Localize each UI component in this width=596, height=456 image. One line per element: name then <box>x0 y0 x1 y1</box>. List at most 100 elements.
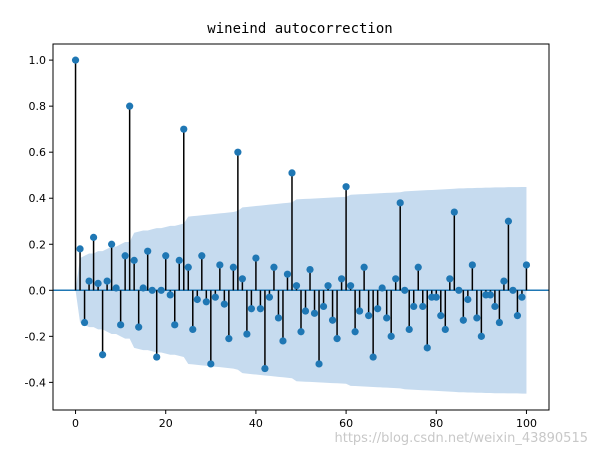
x-tick-label: 80 <box>429 417 443 430</box>
acf-point <box>76 245 84 253</box>
acf-point <box>198 252 206 260</box>
watermark-text: https://blog.csdn.net/weixin_43890515 <box>334 431 588 446</box>
acf-point <box>437 312 445 320</box>
acf-point <box>419 302 427 311</box>
acf-point <box>337 275 346 283</box>
acf-point <box>139 284 147 292</box>
acf-point <box>509 286 517 294</box>
acf-point <box>432 293 440 301</box>
acf-point <box>455 286 463 294</box>
acf-point <box>315 360 323 368</box>
acf-point <box>365 312 373 320</box>
acf-point <box>148 286 156 294</box>
acf-point <box>495 318 503 327</box>
acf-point <box>193 295 201 304</box>
acf-point <box>144 247 152 255</box>
chart-title: wineind autocorrection <box>207 21 392 37</box>
y-tick-label: 0.8 <box>29 100 47 113</box>
acf-point <box>387 332 395 340</box>
acf-point <box>369 353 377 361</box>
acf-point <box>410 302 418 311</box>
acf-point <box>80 318 89 327</box>
acf-point <box>324 282 332 290</box>
acf-point <box>513 312 522 320</box>
acf-point <box>491 302 499 311</box>
acf-point <box>117 321 125 329</box>
acf-point <box>225 335 233 343</box>
acf-point <box>518 293 526 301</box>
acf-point <box>347 282 355 290</box>
acf-point <box>301 307 310 315</box>
acf-point <box>108 240 116 248</box>
y-tick-label: 0.4 <box>29 192 47 205</box>
acf-point <box>288 169 296 177</box>
acf-point <box>180 125 188 133</box>
acf-point <box>171 321 179 329</box>
acf-point <box>189 325 197 334</box>
acf-point <box>265 293 274 301</box>
acf-point <box>243 330 251 338</box>
acf-point <box>184 263 192 271</box>
acf-point <box>342 183 350 191</box>
acf-point <box>202 298 210 306</box>
x-tick-label: 40 <box>249 417 263 430</box>
acf-point <box>279 337 287 345</box>
acf-point <box>130 256 138 264</box>
acf-point <box>71 56 80 64</box>
acf-point <box>360 263 368 271</box>
acf-point <box>464 295 472 304</box>
y-tick-label: 0.6 <box>29 146 47 159</box>
acf-point <box>94 279 102 287</box>
acf-point <box>328 316 337 324</box>
acf-point <box>306 265 314 274</box>
acf-point <box>162 252 170 260</box>
acf-point <box>405 325 413 334</box>
acf-point <box>459 316 467 324</box>
acf-point <box>283 270 292 278</box>
y-tick-label: -0.2 <box>25 330 46 343</box>
acf-point <box>270 263 278 271</box>
acf-point <box>121 252 129 260</box>
acf-point <box>99 351 107 359</box>
acf-point <box>126 102 134 110</box>
acf-point <box>310 309 319 317</box>
x-tick-label: 20 <box>159 417 173 430</box>
acf-point <box>396 199 404 207</box>
x-tick-label: 60 <box>339 417 353 430</box>
acf-point <box>378 284 386 292</box>
acf-point <box>522 261 531 269</box>
acf-point <box>473 314 481 322</box>
acf-point <box>414 263 422 271</box>
acf-point <box>229 263 237 271</box>
acf-point <box>383 314 391 322</box>
plot-frame <box>52 43 550 411</box>
acf-point <box>157 286 165 294</box>
y-tick-label: 0.2 <box>29 238 47 251</box>
x-tick-label: 0 <box>72 417 79 430</box>
x-tick-label: 100 <box>516 417 537 430</box>
acf-point <box>356 307 364 315</box>
acf-point <box>477 332 485 340</box>
acf-point <box>274 314 283 322</box>
acf-point <box>247 305 255 313</box>
acf-point <box>153 353 161 361</box>
acf-point <box>211 293 219 301</box>
acf-point <box>261 364 269 373</box>
acf-point <box>103 277 111 285</box>
acf-point <box>504 217 513 225</box>
acf-point <box>441 325 449 334</box>
acf-point <box>256 305 265 313</box>
acf-point <box>450 208 458 216</box>
acf-point <box>175 256 183 264</box>
acf-point <box>207 360 215 368</box>
y-tick-label: 1.0 <box>29 54 47 67</box>
acf-point <box>392 275 400 283</box>
acf-point <box>468 261 476 269</box>
acf-point <box>220 300 228 308</box>
y-tick-label: -0.4 <box>25 376 46 389</box>
acf-point <box>423 344 431 352</box>
acf-point <box>89 233 98 241</box>
acf-point <box>446 275 454 283</box>
acf-point <box>238 275 246 283</box>
acf-point <box>500 277 508 285</box>
